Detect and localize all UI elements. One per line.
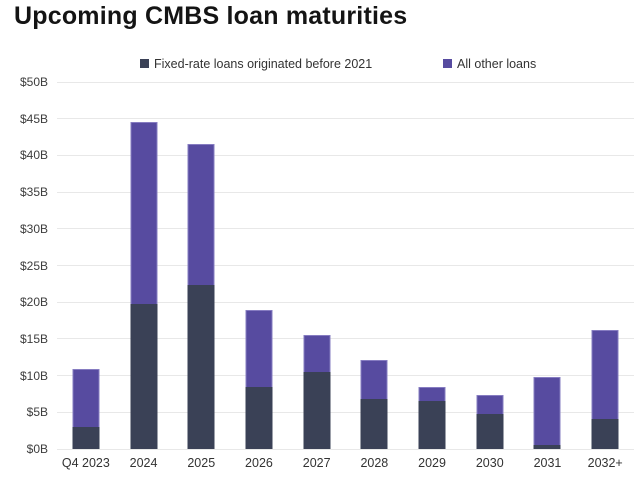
y-axis-tick-label: $30B xyxy=(19,221,48,236)
x-axis-tick-label: 2026 xyxy=(245,456,273,470)
bar-segment-fixed-rate xyxy=(303,371,331,449)
bar-segment-fixed-rate xyxy=(476,413,504,449)
bar-segment-all-other xyxy=(130,122,158,304)
y-axis-tick-label: $25B xyxy=(19,258,48,273)
gridline xyxy=(57,191,634,193)
x-axis-tick-label: 2031 xyxy=(533,456,562,470)
gridline xyxy=(57,338,634,340)
bar-group-2024: 2024 xyxy=(115,82,173,470)
bar-group-2027: 2027 xyxy=(288,82,346,470)
bar-segment-all-other xyxy=(187,144,215,285)
chart-title: Upcoming CMBS loan maturities xyxy=(14,2,408,30)
bar-segment-all-other xyxy=(533,377,561,445)
y-axis-tick-label: $35B xyxy=(19,185,48,200)
plot-area: Q4 2023 2024 2025 2026 2027 2028 2029 2030 2031 2… xyxy=(0,76,640,470)
x-axis-tick-label: 2028 xyxy=(360,456,389,470)
stacked-bar xyxy=(591,330,619,449)
bar-segment-fixed-rate xyxy=(187,284,215,449)
stacked-bar xyxy=(360,360,388,449)
legend-label-other: All other loans xyxy=(457,56,537,71)
gridline xyxy=(57,411,634,413)
gridline xyxy=(57,265,634,266)
x-axis-tick-label: 2025 xyxy=(187,456,216,470)
stacked-bar xyxy=(533,377,561,449)
stacked-bar xyxy=(476,395,504,449)
y-axis-tick-label: $5B xyxy=(26,405,48,420)
x-axis-tick-label: 2027 xyxy=(302,456,331,470)
bar-segment-all-other xyxy=(360,360,388,400)
gridline xyxy=(57,81,634,83)
bar-segment-fixed-rate xyxy=(360,399,388,449)
bar-segment-all-other xyxy=(591,330,619,419)
bar-segment-fixed-rate xyxy=(591,418,619,449)
y-axis-tick-label: $45B xyxy=(19,111,48,126)
bar-group-2025: 2025 xyxy=(172,82,230,470)
bar-segment-all-other xyxy=(476,395,504,414)
x-axis-tick-label: 2024 xyxy=(129,456,158,470)
bar-segment-fixed-rate xyxy=(72,426,100,449)
y-axis-tick-label: $10B xyxy=(19,368,48,383)
bar-segment-all-other xyxy=(418,386,446,401)
x-axis-tick-label: 2032+ xyxy=(587,456,623,470)
gridline xyxy=(57,301,634,303)
bar-segment-fixed-rate xyxy=(418,400,446,449)
y-axis-tick-label: $15B xyxy=(19,331,48,346)
y-axis-tick-label: $20B xyxy=(19,295,48,310)
bar-group-2029: 2029 xyxy=(403,82,461,470)
bar-group-2032-: 2032+ xyxy=(576,82,634,470)
bar-segment-all-other xyxy=(72,369,100,427)
y-axis-tick-label: $0B xyxy=(26,442,48,456)
gridline xyxy=(57,154,634,156)
bar-group-2030: 2030 xyxy=(461,82,519,470)
stacked-bar xyxy=(187,144,215,449)
gridline xyxy=(57,375,634,377)
gridline xyxy=(57,448,634,450)
bar-group-2031: 2031 xyxy=(519,82,577,470)
legend-label-fixed: Fixed-rate loans originated before 2021 xyxy=(154,56,373,71)
bar-group-q4-2023: Q4 2023 xyxy=(57,82,115,470)
gridline xyxy=(57,118,634,120)
y-axis-tick-label: $50B xyxy=(19,75,48,89)
gridline xyxy=(57,228,634,230)
stacked-bar xyxy=(303,334,331,449)
legend-item-fixed: Fixed-rate loans originated before 2021 xyxy=(140,56,372,71)
x-axis-tick-label: Q4 2023 xyxy=(61,456,110,470)
x-axis-tick-label: 2029 xyxy=(418,456,446,470)
bar-segment-all-other xyxy=(245,309,273,387)
stacked-bar xyxy=(245,309,273,449)
bar-segment-fixed-rate xyxy=(245,386,273,449)
stacked-bar xyxy=(72,369,100,449)
bars-container: Q4 2023 2024 2025 2026 2027 2028 2029 2030 2031 2… xyxy=(57,82,634,470)
x-axis-tick-label: 2030 xyxy=(475,456,504,470)
bar-group-2028: 2028 xyxy=(346,82,404,470)
legend-swatch-other-icon xyxy=(443,59,452,68)
stacked-bar xyxy=(418,386,446,449)
stacked-bar xyxy=(130,122,158,449)
bar-segment-fixed-rate xyxy=(533,444,561,449)
legend-item-other: All other loans xyxy=(443,56,536,71)
legend-swatch-fixed-icon xyxy=(140,59,149,68)
bar-segment-fixed-rate xyxy=(130,303,158,449)
bar-segment-all-other xyxy=(303,334,331,372)
bar-group-2026: 2026 xyxy=(230,82,288,470)
y-axis-tick-label: $40B xyxy=(19,148,48,163)
